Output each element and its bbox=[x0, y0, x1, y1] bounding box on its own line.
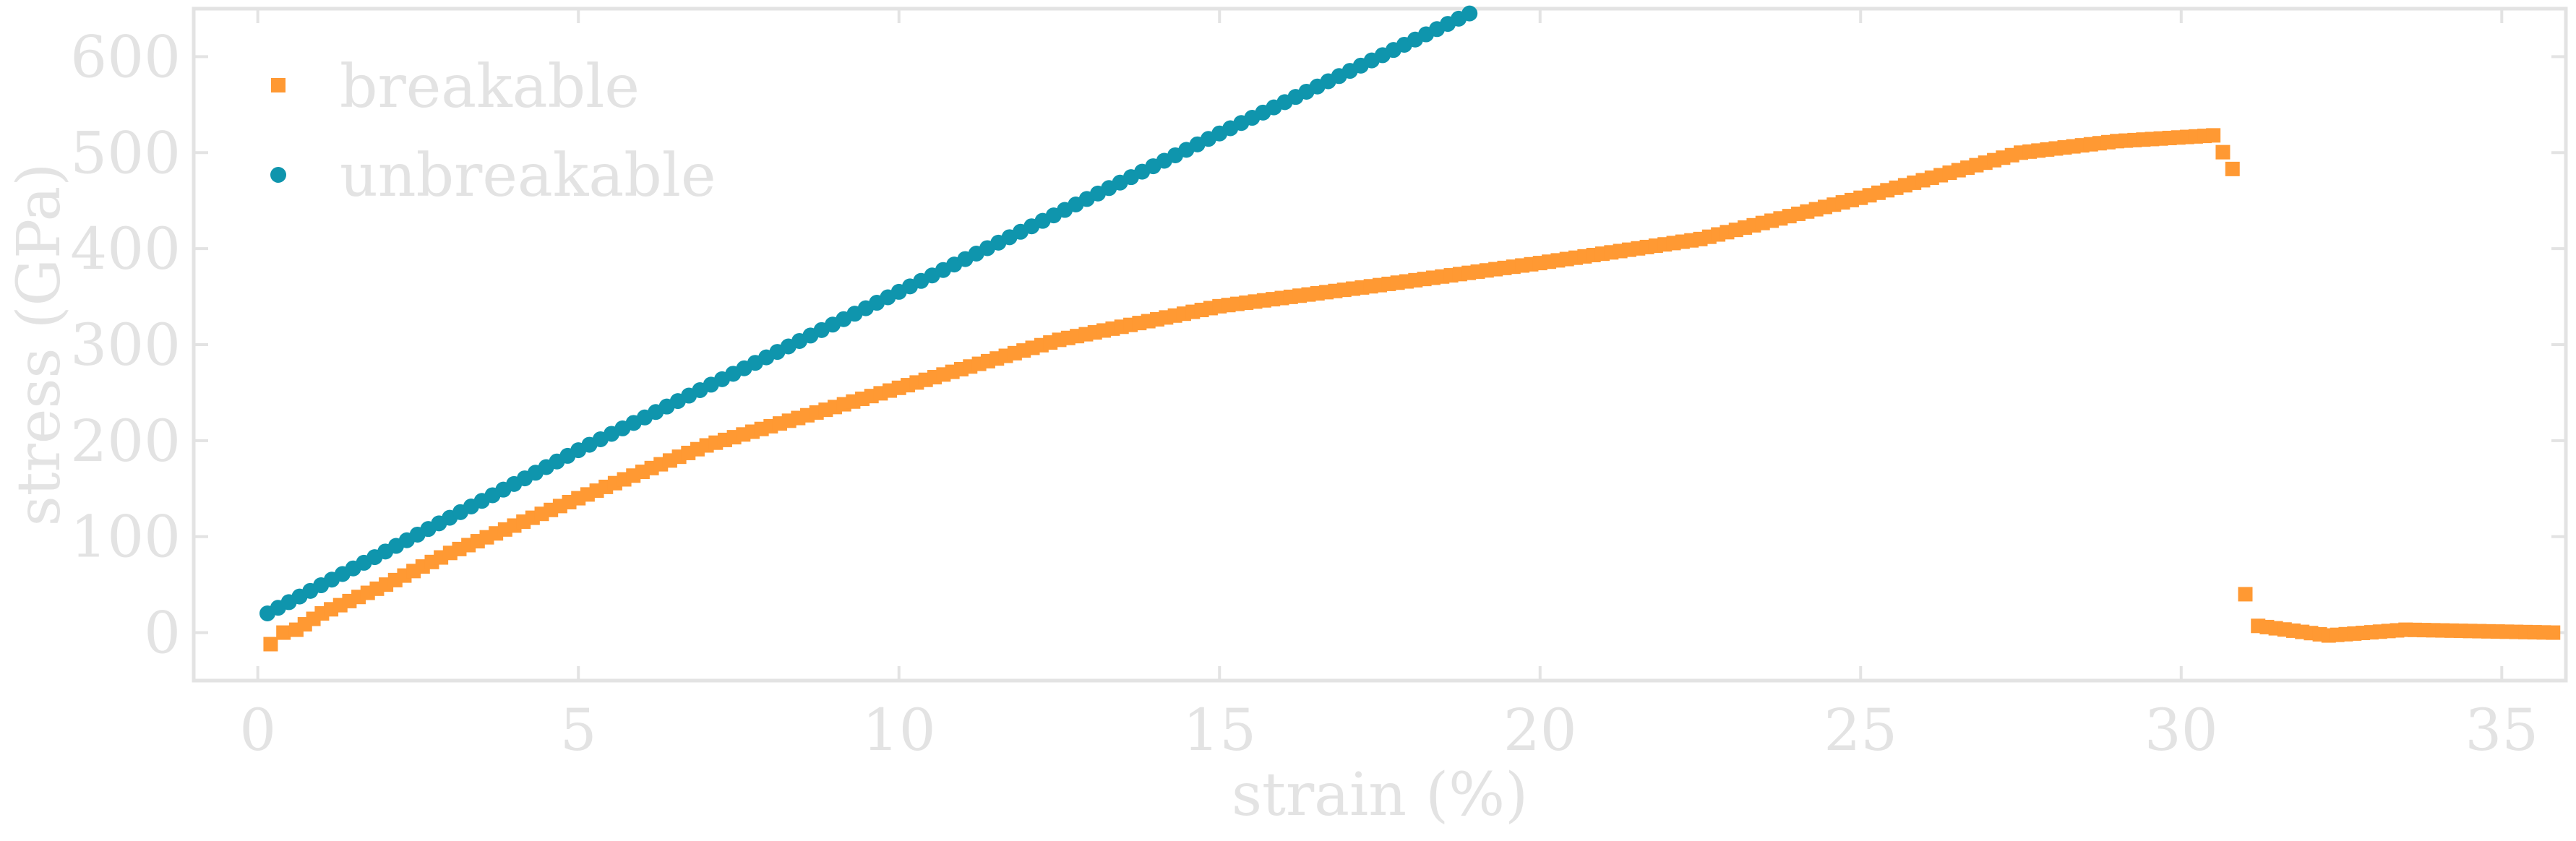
x-tick-label: 30 bbox=[2144, 696, 2218, 764]
breakable-point bbox=[2238, 587, 2253, 602]
y-tick-label: 100 bbox=[70, 504, 181, 571]
breakable-point bbox=[2225, 161, 2240, 176]
x-axis-title: strain (%) bbox=[1232, 761, 1528, 829]
y-tick-label: 200 bbox=[70, 407, 181, 475]
legend-swatch-breakable bbox=[271, 78, 285, 92]
y-tick-label: 400 bbox=[70, 215, 181, 283]
legend-label-breakable: breakable bbox=[340, 53, 640, 121]
breakable-point bbox=[2546, 625, 2561, 640]
data-markers bbox=[259, 5, 2561, 652]
x-tick-label: 15 bbox=[1182, 696, 1256, 764]
breakable-point bbox=[2215, 145, 2231, 160]
tick-labels: 0 5 10 15 20 25 30 35 0 100 200 300 400 500 600 bbox=[70, 23, 2538, 764]
unbreakable-point bbox=[1461, 5, 1478, 22]
breakable-point bbox=[276, 625, 291, 640]
x-tick-label: 0 bbox=[239, 696, 276, 764]
y-tick-label: 600 bbox=[70, 23, 181, 90]
breakable-point bbox=[2206, 128, 2221, 143]
y-tick-label: 0 bbox=[144, 600, 181, 667]
x-tick-label: 20 bbox=[1503, 696, 1577, 764]
y-tick-label: 500 bbox=[70, 119, 181, 186]
legend-swatch-unbreakable bbox=[270, 167, 286, 183]
x-tick-label: 10 bbox=[862, 696, 936, 764]
x-tick-label: 25 bbox=[1824, 696, 1897, 764]
y-axis-title: stress (GPa) bbox=[5, 163, 74, 527]
legend: breakable unbreakable bbox=[270, 53, 716, 210]
x-tick-label: 5 bbox=[560, 696, 597, 764]
axis-ticks bbox=[194, 9, 2566, 681]
x-tick-label: 35 bbox=[2465, 696, 2538, 764]
legend-label-unbreakable: unbreakable bbox=[340, 142, 716, 210]
breakable-point bbox=[263, 637, 278, 652]
y-tick-label: 300 bbox=[70, 311, 181, 379]
